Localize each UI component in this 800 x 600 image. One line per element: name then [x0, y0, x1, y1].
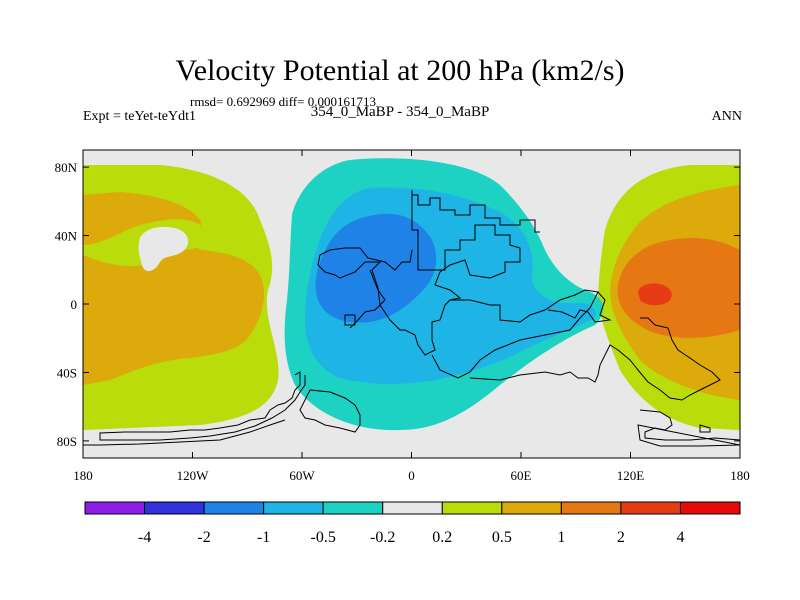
outline-india-seasia	[547, 291, 612, 323]
y-axis: 80N 40N 0 40S 80S	[55, 160, 740, 449]
y-tick-label: 40S	[57, 365, 77, 380]
colorbar: -4 -2 -1 -0.5 -0.2 0.2 0.5 1 2 4	[84, 501, 741, 546]
y-tick-label: 0	[71, 297, 78, 312]
colorbar-swatch	[501, 501, 562, 515]
contour-gray-hole	[138, 226, 189, 272]
season-label: ANN	[711, 109, 742, 124]
colorbar-label: -2	[197, 529, 210, 546]
outline-south-america	[344, 269, 386, 329]
colorbar-swatch	[322, 501, 384, 515]
contour-neg-1	[315, 213, 437, 323]
x-tick-label: 60W	[289, 468, 315, 483]
contour-pos-east-1	[617, 238, 740, 338]
stats-text: rmsd= 0.692969 diff= 0.000161713	[190, 94, 376, 109]
y-tick-label: 80N	[55, 160, 78, 175]
experiment-label: Expt = teYet-teYdt1	[83, 109, 197, 124]
outline-antarctic-east	[299, 389, 361, 433]
case-label: 354_0_MaBP - 354_0_MaBP	[310, 104, 490, 120]
x-tick-label: 180	[73, 468, 93, 483]
colorbar-swatch	[560, 501, 622, 515]
colorbar-label: 0.5	[492, 529, 512, 546]
contour-field	[83, 150, 740, 458]
colorbar-label: -4	[138, 529, 151, 546]
colorbar-label: -1	[257, 529, 270, 546]
outline-antarctic-peninsula	[99, 371, 306, 441]
colorbar-swatch	[441, 501, 503, 515]
outline-nz	[699, 424, 711, 433]
colorbar-swatch	[144, 501, 205, 515]
colorbar-label: 4	[676, 529, 684, 546]
x-tick-label: 180	[730, 468, 750, 483]
y-tick-label: 80S	[57, 434, 77, 449]
colorbar-swatch	[263, 501, 324, 515]
colorbar-label: 1	[557, 529, 565, 546]
x-tick-label: 60E	[511, 468, 532, 483]
outline-americas	[317, 190, 521, 356]
x-tick-label: 120E	[617, 468, 645, 483]
colorbar-swatch	[203, 501, 265, 515]
colorbar-swatch	[382, 501, 443, 515]
y-tick-label: 40N	[55, 229, 78, 244]
colorbar-label: 2	[617, 529, 625, 546]
colorbar-swatch	[679, 501, 741, 515]
colorbar-label: 0.2	[432, 529, 452, 546]
x-axis: 180 120W 60W 0 60E 120E 180	[73, 150, 750, 483]
colorbar-swatch	[84, 501, 146, 515]
contour-pos-east-2	[638, 283, 672, 306]
colorbar-label: -0.2	[370, 529, 395, 546]
outline-antarctic-right	[637, 409, 740, 447]
outline-asia-europe	[412, 194, 540, 233]
chart-title: Velocity Potential at 200 hPa (km2/s)	[175, 54, 625, 87]
colorbar-swatch	[620, 501, 681, 515]
continent-outlines	[83, 190, 740, 447]
outline-australia	[469, 317, 721, 401]
x-tick-label: 120W	[177, 468, 210, 483]
x-tick-label: 0	[408, 468, 415, 483]
outline-antarctic-bottom	[83, 419, 286, 446]
colorbar-label: -0.5	[311, 529, 336, 546]
